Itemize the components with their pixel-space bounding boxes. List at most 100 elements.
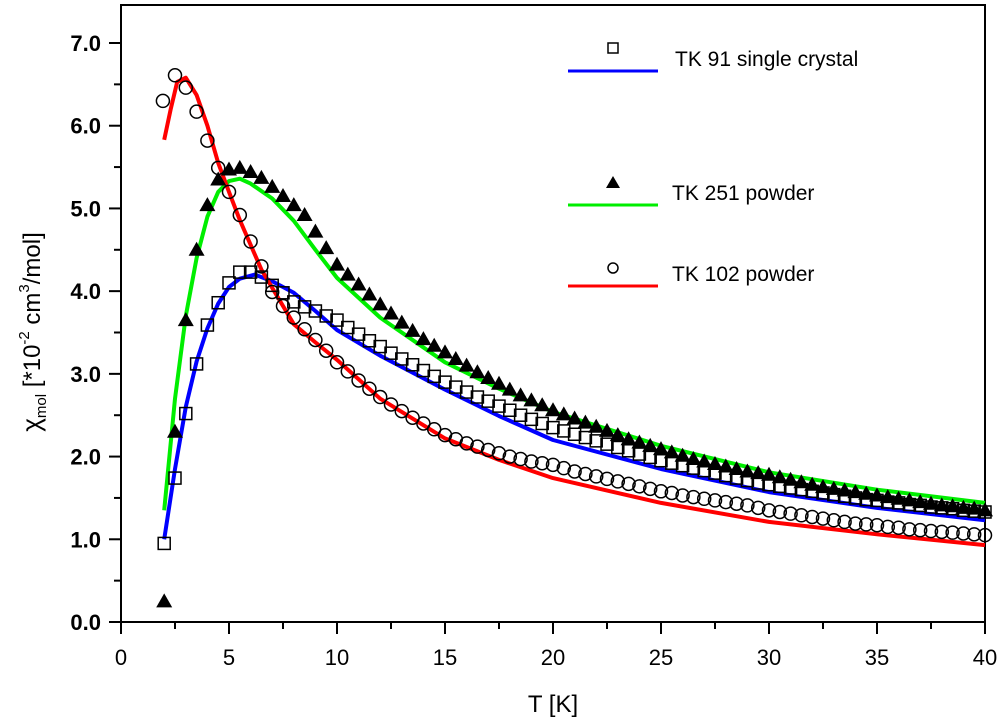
data-point — [319, 309, 333, 323]
data-point — [534, 455, 550, 471]
data-point — [179, 406, 193, 421]
data-point — [578, 430, 593, 445]
y-tick-label: 3.0 — [70, 362, 101, 387]
data-point — [437, 344, 453, 359]
data-point — [890, 490, 907, 505]
legend-item: TK 102 powder — [568, 262, 814, 288]
data-point — [254, 259, 269, 274]
data-point — [557, 424, 571, 438]
data-point — [567, 464, 582, 479]
data-point — [912, 494, 929, 509]
data-point — [393, 314, 410, 329]
data-point — [750, 500, 766, 516]
data-point — [318, 240, 335, 255]
markers-tk-102-powder — [155, 68, 993, 543]
data-point — [415, 331, 432, 346]
data-point — [211, 295, 225, 310]
x-axis: 0 5 10 15 20 25 30 35 40 — [115, 622, 997, 670]
data-point — [188, 241, 205, 256]
legend-marker-circle — [607, 262, 619, 274]
data-point — [663, 444, 680, 459]
data-point — [469, 364, 486, 379]
data-point — [664, 485, 680, 501]
x-tick-label: 20 — [541, 645, 565, 670]
data-point — [503, 403, 517, 418]
legend-marker-triangle — [606, 176, 620, 188]
y-axis-symbol: χ — [16, 418, 46, 432]
data-point — [254, 270, 269, 284]
data-point — [470, 439, 485, 454]
y-tick-label: 1.0 — [70, 527, 101, 552]
data-point — [339, 266, 356, 281]
data-point — [836, 482, 853, 497]
data-point — [825, 480, 842, 495]
y-axis: 0.0 1.0 2.0 3.0 4.0 5.0 6.0 7.0 — [70, 31, 121, 635]
data-point — [275, 188, 291, 203]
data-point — [772, 504, 788, 520]
data-point — [523, 392, 540, 407]
data-point — [491, 446, 507, 461]
data-point — [782, 471, 799, 486]
data-point — [243, 265, 258, 279]
data-point — [696, 491, 712, 507]
data-point — [513, 408, 528, 422]
data-point — [492, 399, 506, 413]
series-tk-251-powder — [162, 176, 986, 511]
data-point — [200, 318, 215, 332]
data-point — [944, 498, 961, 513]
data-point — [956, 526, 971, 541]
data-point — [847, 484, 864, 499]
legend-item: TK 91 single crystal — [568, 42, 858, 73]
data-point — [707, 456, 723, 471]
data-point — [449, 380, 463, 394]
data-point — [350, 276, 367, 291]
data-point — [470, 390, 485, 404]
data-point — [891, 520, 906, 535]
data-point — [610, 474, 626, 489]
data-point — [243, 234, 258, 249]
data-point — [285, 197, 302, 212]
x-tick-label: 15 — [433, 645, 457, 670]
data-point — [308, 304, 323, 318]
data-point — [447, 350, 464, 365]
data-point — [512, 387, 529, 402]
y-axis-sup-b: 3 — [16, 284, 33, 292]
y-tick-label: 4.0 — [70, 279, 101, 304]
data-point — [264, 284, 280, 300]
data-point — [189, 357, 204, 371]
legend-label: TK 251 powder — [672, 182, 814, 205]
data-point — [761, 466, 777, 481]
data-point — [632, 479, 647, 494]
data-point — [804, 509, 820, 525]
y-axis-text-a: [*10 — [19, 345, 46, 394]
data-point — [286, 310, 302, 325]
data-point — [157, 536, 171, 551]
data-point — [642, 481, 658, 497]
data-point — [480, 369, 497, 384]
data-point — [566, 410, 583, 425]
data-point — [599, 471, 615, 487]
data-point — [200, 133, 215, 148]
data-point — [404, 322, 421, 337]
data-point — [771, 469, 788, 484]
data-point — [156, 593, 173, 608]
y-tick-label: 0.0 — [70, 610, 101, 635]
data-point — [242, 164, 259, 179]
data-point — [934, 524, 950, 540]
data-point — [491, 375, 507, 390]
data-point — [793, 474, 810, 489]
data-point — [609, 427, 626, 442]
data-point — [599, 422, 615, 437]
data-point — [912, 522, 928, 538]
data-point — [383, 397, 399, 412]
x-tick-label: 10 — [325, 645, 349, 670]
data-point — [232, 207, 248, 223]
data-point — [513, 451, 528, 467]
data-point — [761, 503, 777, 518]
data-point — [815, 511, 831, 526]
data-point — [308, 332, 323, 348]
data-point — [372, 296, 389, 311]
y-tick-label: 6.0 — [70, 114, 101, 139]
data-point — [167, 423, 183, 438]
data-point — [458, 357, 475, 372]
